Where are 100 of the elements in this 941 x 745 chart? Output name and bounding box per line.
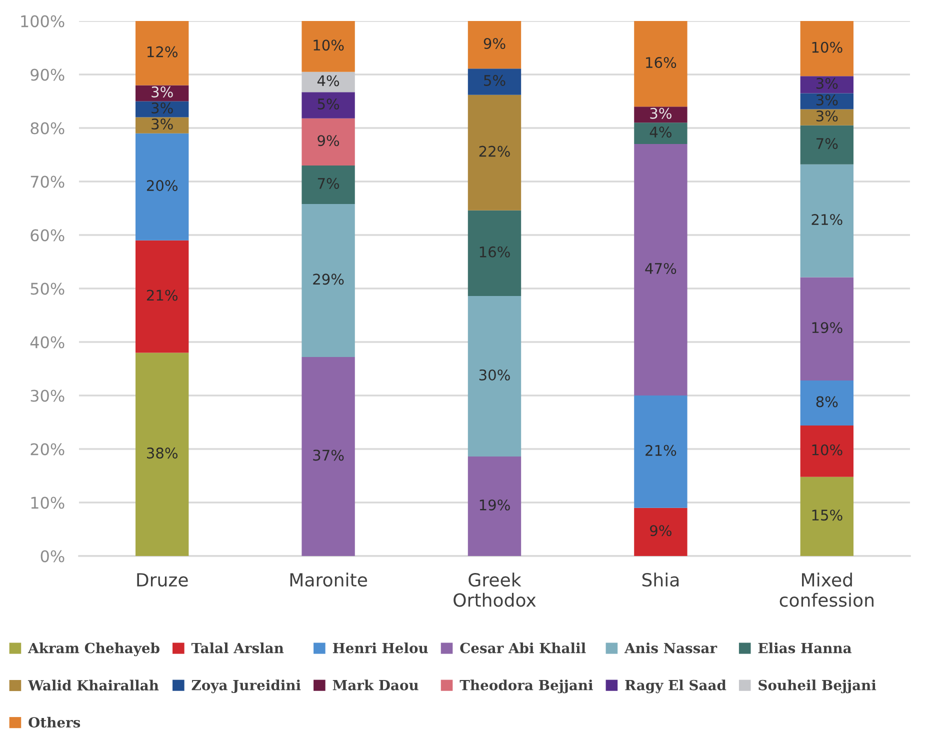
bar [136,101,189,118]
bar [136,240,189,353]
legend-label: Henri Helou [332,642,428,654]
data-label: 3% [152,102,173,114]
data-label: 3% [816,110,838,122]
y-tick-label: 70% [30,176,64,188]
data-label: 19% [812,322,842,334]
bar [800,21,854,76]
bar [800,277,854,381]
bar [302,72,355,92]
data-label: 12% [147,46,178,58]
data-label: 7% [318,178,340,189]
legend-label: Theodora Bejjani [460,680,593,694]
legend-label: Souheil Bejjani [758,680,876,694]
legend-label: Others [28,716,80,728]
data-label: 5% [318,98,340,110]
data-label: 22% [479,146,510,157]
data-label: 3% [152,86,173,98]
data-label: 20% [146,180,178,192]
legend-label: Walid Khairallah [28,680,159,691]
data-label: 8% [816,396,838,408]
bar [634,21,688,107]
bar [302,21,355,72]
bar [468,94,522,210]
bar [468,456,522,556]
x-tick-label: Greek Orthodox [454,572,536,607]
bar [468,68,522,95]
y-tick-label: 60% [30,229,64,242]
data-label: 9% [318,135,340,146]
bar [634,122,688,144]
data-label: 10% [812,42,842,53]
bar [302,92,355,118]
bar [136,117,189,134]
data-label: 10% [314,40,344,51]
data-label: 9% [484,38,506,50]
data-label: 19% [480,499,510,510]
y-tick-label: 20% [30,443,64,456]
data-label: 38% [147,448,178,459]
x-tick-label: Maronite [290,572,368,587]
bar [302,204,355,357]
data-label: 5% [484,74,506,86]
y-tick-label: 0% [40,550,64,562]
bar [468,296,522,456]
data-label: 15% [812,510,842,521]
legend-label: Talal Arslan [191,642,284,654]
bar [302,165,355,204]
x-tick-label: Shia [642,572,679,587]
x-tick-label: Mixed confession [780,572,874,607]
data-label: 30% [479,369,510,380]
bar [800,125,854,164]
bar [302,118,355,166]
data-label: 9% [650,525,672,536]
data-label: 4% [317,75,340,86]
data-label: 4% [650,126,672,138]
x-tick-label: Druze [137,573,188,587]
bar [800,380,854,426]
data-label: 7% [816,138,838,150]
data-label: 21% [146,290,178,301]
bar [634,144,688,396]
bar [634,396,688,508]
data-label: 16% [480,246,510,258]
y-tick-label: 90% [30,68,64,81]
legend-label: Zoya Jureidini [192,680,301,694]
bar [468,210,522,296]
data-label: 3% [650,108,672,119]
data-label: 3% [152,118,173,130]
y-tick-label: 40% [30,336,64,348]
bar [634,106,688,123]
bar [800,164,854,278]
data-label: 37% [313,450,344,461]
data-label: 21% [646,444,676,456]
y-tick-label: 100% [21,15,64,28]
bar [800,476,854,556]
bar [800,425,854,477]
y-tick-label: 10% [31,496,64,509]
data-label: 47% [645,262,676,274]
legend-label: Anis Nassar [624,642,718,654]
legend-label: Elias Hanna [758,642,852,654]
bar [136,352,189,556]
bar [136,133,189,240]
legend-label: Mark Daou [332,680,418,690]
legend-label: Ragy El Saad [625,680,726,694]
bar [800,76,854,94]
data-label: 10% [812,444,842,456]
legend-label: Cesar Abi Khalil [460,642,586,654]
bar [136,85,189,102]
data-label: 16% [646,57,676,68]
bar [634,508,688,556]
y-tick-label: 80% [30,122,64,134]
bar [468,21,522,69]
bar [302,356,355,556]
bar [136,21,189,86]
y-tick-label: 30% [30,390,64,402]
y-tick-label: 50% [30,282,64,295]
data-label: 21% [812,214,842,226]
data-label: 3% [816,94,838,106]
data-label: 29% [313,274,344,285]
data-label: 3% [816,78,838,89]
legend-label: Akram Chehayeb [28,642,160,656]
bar [800,109,854,126]
